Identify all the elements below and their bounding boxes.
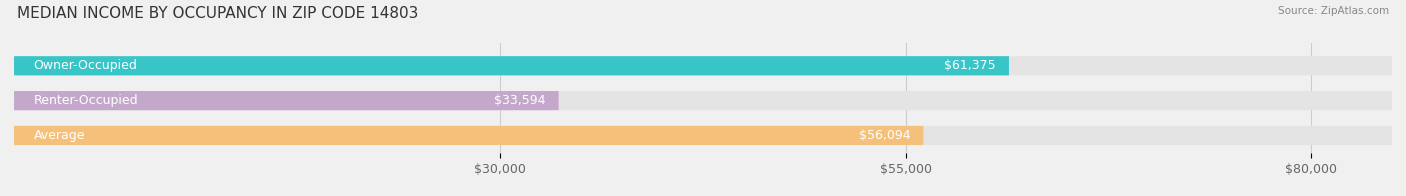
Text: MEDIAN INCOME BY OCCUPANCY IN ZIP CODE 14803: MEDIAN INCOME BY OCCUPANCY IN ZIP CODE 1… <box>17 6 418 21</box>
Text: $61,375: $61,375 <box>945 59 995 72</box>
Text: Owner-Occupied: Owner-Occupied <box>34 59 138 72</box>
FancyBboxPatch shape <box>14 56 1392 75</box>
FancyBboxPatch shape <box>14 56 1010 75</box>
Text: Renter-Occupied: Renter-Occupied <box>34 94 138 107</box>
FancyBboxPatch shape <box>14 126 1392 145</box>
FancyBboxPatch shape <box>14 126 924 145</box>
Text: $33,594: $33,594 <box>494 94 546 107</box>
FancyBboxPatch shape <box>14 91 558 110</box>
Text: Source: ZipAtlas.com: Source: ZipAtlas.com <box>1278 6 1389 16</box>
Text: Average: Average <box>34 129 84 142</box>
Text: $56,094: $56,094 <box>859 129 911 142</box>
FancyBboxPatch shape <box>14 91 1392 110</box>
